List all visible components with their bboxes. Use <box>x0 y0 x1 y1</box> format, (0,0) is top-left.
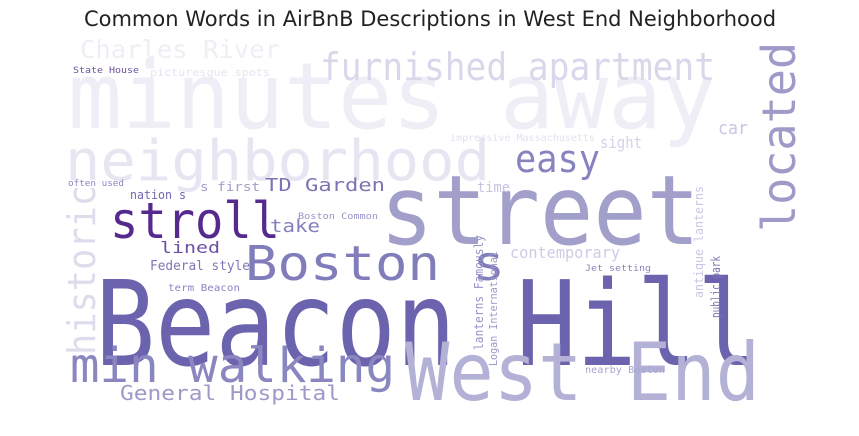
word: sight <box>600 133 642 152</box>
word: street <box>380 155 700 267</box>
word: often used <box>68 179 124 189</box>
word: nation s <box>130 188 186 202</box>
word: car <box>718 118 748 139</box>
word: historic <box>60 185 104 355</box>
word: lanterns Famously <box>472 235 486 350</box>
word: term Beacon <box>168 283 240 294</box>
chart-title: Common Words in AirBnB Descriptions in W… <box>84 7 776 31</box>
word: Boston s <box>245 236 505 292</box>
word: located <box>752 42 806 232</box>
word: lined <box>160 238 220 257</box>
word: stroll <box>110 192 280 250</box>
word: impressive Massachusetts <box>450 133 595 144</box>
word: min walking <box>70 338 395 394</box>
word: Logan International <box>487 251 500 366</box>
word: antique lanterns <box>692 186 706 298</box>
word: Charles River <box>80 35 280 64</box>
word: TD Garden <box>265 175 385 196</box>
word: Boston Common <box>298 212 378 222</box>
word: Beacon Hill <box>95 255 757 393</box>
word: take <box>270 216 320 237</box>
word: West End <box>405 326 760 419</box>
word: Jet setting <box>585 264 651 274</box>
word: picturesque spots <box>150 66 270 79</box>
word: nearby Boston <box>585 365 665 376</box>
word: minutes away <box>68 43 716 150</box>
word: furnished apartment <box>320 45 715 89</box>
word: public park <box>709 255 723 318</box>
word: State House <box>73 66 139 76</box>
word: contemporary <box>510 243 620 262</box>
word: General Hospital <box>120 381 340 405</box>
word: s first <box>200 180 260 194</box>
word: Federal style <box>150 259 250 274</box>
word: neighborhood <box>65 129 490 194</box>
word: time <box>477 180 510 196</box>
word: easy <box>515 137 600 181</box>
